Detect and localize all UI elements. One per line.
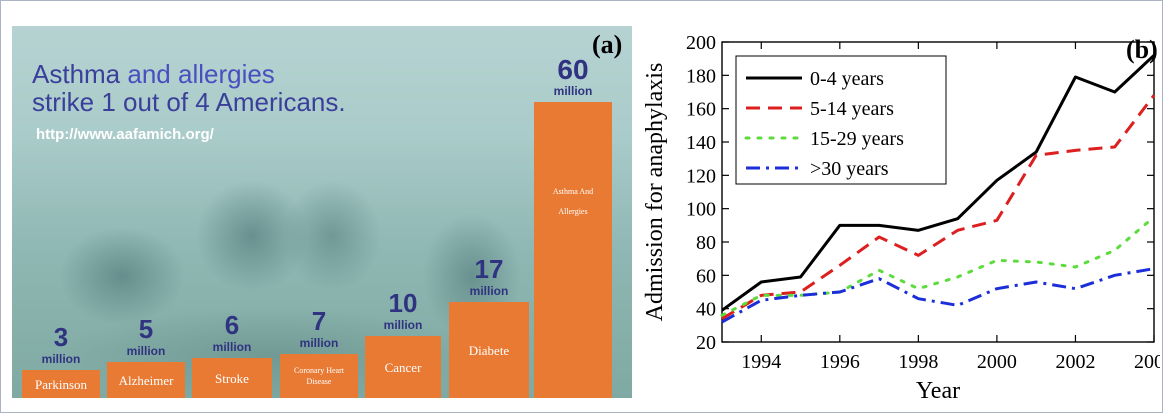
bar-value-label: 5: [138, 314, 154, 344]
y-tick-label: 200: [686, 32, 716, 54]
y-tick-label: 140: [686, 132, 716, 154]
panel-b-label: (b): [1126, 35, 1158, 64]
bar-unit-label: million: [469, 284, 509, 298]
bar-coronary-heart-disease: Coronary Heart Disease: [280, 354, 358, 398]
series-line-5-14-years: [721, 94, 1156, 320]
bar-asthma-and-allergies: Asthma And Allergies: [534, 102, 612, 398]
y-axis-label: Admission for anaphylaxis: [642, 63, 668, 322]
panel-a-label: (a): [592, 30, 623, 59]
legend-label: 0-4 years: [810, 68, 884, 90]
y-tick-label: 160: [686, 99, 716, 121]
x-tick-label: 2004: [1134, 351, 1160, 373]
bar-value-label: 10: [388, 288, 418, 318]
bar-category-label: Asthma And Allergies: [552, 187, 594, 216]
series-line-15-29-years: [720, 215, 1156, 317]
x-tick-label: 2000: [977, 351, 1017, 373]
legend-label: 15-29 years: [810, 128, 904, 150]
bar-parkinson: Parkinson: [22, 370, 100, 398]
bar-category-label: Stroke: [215, 370, 249, 386]
bar-category-label: Cancer: [384, 359, 422, 375]
bar-category-label: Coronary Heart Disease: [294, 366, 344, 386]
bar-unit-label: million: [41, 352, 81, 366]
bar-alzheimer: Alzheimer: [107, 362, 185, 398]
headline-and-allergies: and allergies: [127, 59, 275, 89]
bar-stroke: Stroke: [192, 358, 272, 398]
x-axis-label: Year: [916, 378, 960, 404]
bar-category-label: Parkinson: [35, 376, 87, 392]
bar-diabete: Diabete: [449, 302, 529, 398]
bar-value-label: 17: [474, 254, 504, 284]
panel-a-infographic: Asthma and allergies strike 1 out of 4 A…: [12, 26, 632, 398]
bar-unit-label: million: [553, 84, 593, 98]
source-url: http://www.aafamich.org/: [36, 126, 214, 143]
bar-unit-label: million: [212, 340, 252, 354]
bar-value-label: 60: [557, 54, 589, 85]
headline-asthma: Asthma: [32, 59, 128, 89]
bar-value-label: 6: [224, 310, 240, 340]
x-tick-label: 1996: [820, 351, 860, 373]
line-chart-svg: 20 40 60 80 100 120 140 160 180 200 1994 1996 1998 20…: [642, 32, 1165, 404]
y-tick-label: 80: [696, 232, 716, 254]
plot-frame: [721, 41, 1155, 343]
x-tick-label: 1998: [898, 351, 938, 373]
bar-unit-label: million: [299, 336, 339, 350]
bar-cancer: Cancer: [365, 336, 441, 398]
panel-b-line-chart: 20 40 60 80 100 120 140 160 180 200 1994 1996 1998 20…: [640, 20, 1165, 410]
headline: Asthma and allergies strike 1 out of 4 A…: [32, 60, 346, 116]
bar-value-label: 3: [53, 322, 69, 352]
y-tick-label: 100: [686, 199, 716, 221]
y-tick-label: 40: [696, 299, 716, 321]
legend-label: 5-14 years: [810, 98, 894, 120]
bar-category-label: Diabete: [468, 342, 510, 358]
series-line-0-4-years: [721, 54, 1156, 312]
y-tick-label: 20: [696, 332, 716, 354]
series-line--30-years: [721, 267, 1155, 324]
y-tick-label: 120: [686, 165, 716, 187]
x-tick-label: 1994: [741, 351, 781, 373]
bar-unit-label: million: [126, 344, 166, 358]
bar-value-label: 7: [311, 306, 327, 336]
bar-unit-label: million: [383, 318, 423, 332]
x-tick-label: 2002: [1055, 351, 1095, 373]
headline-line2: strike 1 out of 4 Americans.: [32, 87, 346, 117]
bar-category-label: Alzheimer: [118, 372, 174, 388]
legend-label: >30 years: [810, 158, 889, 180]
y-tick-label: 60: [696, 265, 716, 287]
y-tick-label: 180: [686, 65, 716, 87]
